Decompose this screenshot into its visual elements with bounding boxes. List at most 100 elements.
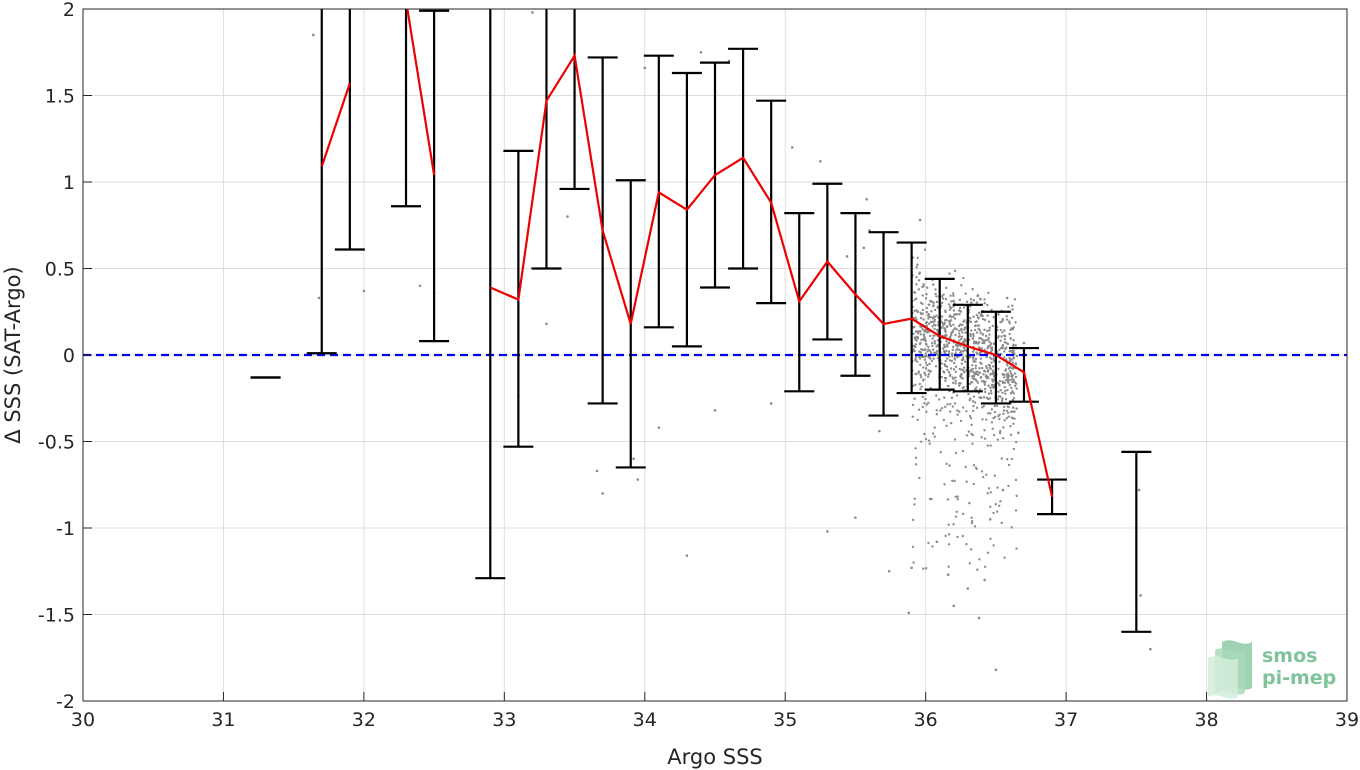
scatter-point [1013,417,1016,420]
scatter-point [913,349,916,353]
scatter-point [923,336,926,339]
scatter-point [981,475,985,479]
scatter-point [958,332,961,335]
scatter-point [945,325,948,329]
scatter-point [1010,374,1013,377]
scatter-point [998,413,1001,416]
scatter-point [926,375,930,378]
scatter-point [958,306,962,309]
scatter-point [985,355,988,359]
scatter-point [1001,373,1004,376]
scatter-point [972,350,975,353]
scatter-point [918,218,922,222]
scatter-point [934,324,937,327]
scatter-point [951,352,954,356]
scatter-point [826,530,829,533]
scatter-point [1014,384,1017,388]
scatter-point [992,511,995,515]
scatter-point [919,363,922,367]
scatter-point [963,349,966,352]
scatter-point [968,414,972,418]
scatter-point [999,500,1002,503]
scatter-point [1005,341,1008,344]
scatter-point [972,357,975,361]
scatter-point [954,376,957,379]
scatter-point [969,332,972,336]
scatter-point [996,438,1000,441]
scatter-point [996,510,999,513]
scatter-point [944,297,948,301]
scatter-point [959,344,962,348]
scatter-point [935,409,938,412]
scatter-point [1001,344,1004,348]
scatter-point [953,479,956,483]
scatter-point [954,333,957,337]
scatter-point [943,323,946,326]
scatter-point [1010,378,1014,381]
scatter-point [970,381,974,384]
scatter-point [984,334,988,338]
scatter-point [916,263,919,266]
scatter-point [918,382,922,386]
scatter-point [1002,376,1006,379]
scatter-point [974,357,978,361]
scatter-point [1015,354,1019,358]
scatter-point [985,374,988,377]
scatter-point [969,397,972,400]
scatter-point [980,347,983,350]
scatter-point [955,328,958,331]
scatter-point [954,515,958,518]
scatter-point [1007,463,1011,467]
scatter-point [971,433,974,437]
scatter-point [978,388,982,391]
scatter-point [954,379,957,383]
scatter-point [927,369,930,372]
scatter-point [968,382,972,386]
scatter-point [657,426,661,429]
scatter-point [963,347,966,350]
scatter-point [975,379,978,383]
scatter-point [979,357,983,360]
scatter-point [1012,397,1016,400]
scatter-point [1002,409,1006,412]
scatter-point [989,372,993,376]
scatter-point [916,310,920,313]
scatter-point [980,436,983,439]
scatter-point [996,486,999,489]
scatter-point [922,567,925,570]
scatter-point [1002,426,1005,429]
scatter-point [951,381,955,385]
scatter-point [935,353,939,356]
scatter-point [1007,367,1011,370]
scatter-point [975,372,978,376]
scatter-point [907,611,911,615]
x-axis-label: Argo SSS [667,745,762,769]
scatter-point [929,299,932,303]
scatter-point [971,370,975,373]
scatter-point [921,294,924,297]
scatter-point [911,415,914,418]
scatter-point [944,376,948,380]
scatter-point [972,299,976,302]
scatter-point [957,324,961,328]
x-tick-label: 38 [1194,709,1218,731]
scatter-point [975,313,978,317]
scatter-point [955,349,958,352]
scatter-point [934,365,938,368]
scatter-point [950,359,954,363]
mean-line-segment [489,52,1054,498]
scatter-point [981,317,985,321]
scatter-point [595,469,599,473]
scatter-point [924,567,928,570]
scatter-point [933,340,937,343]
scatter-point [935,314,938,317]
scatter-point [963,360,967,363]
scatter-point [960,368,963,371]
scatter-point [991,380,995,383]
scatter-point [973,340,976,343]
scatter-point [979,298,982,301]
scatter-point [980,380,984,383]
scatter-point [913,397,916,400]
scatter-point [985,473,988,477]
scatter-point [1005,314,1008,318]
